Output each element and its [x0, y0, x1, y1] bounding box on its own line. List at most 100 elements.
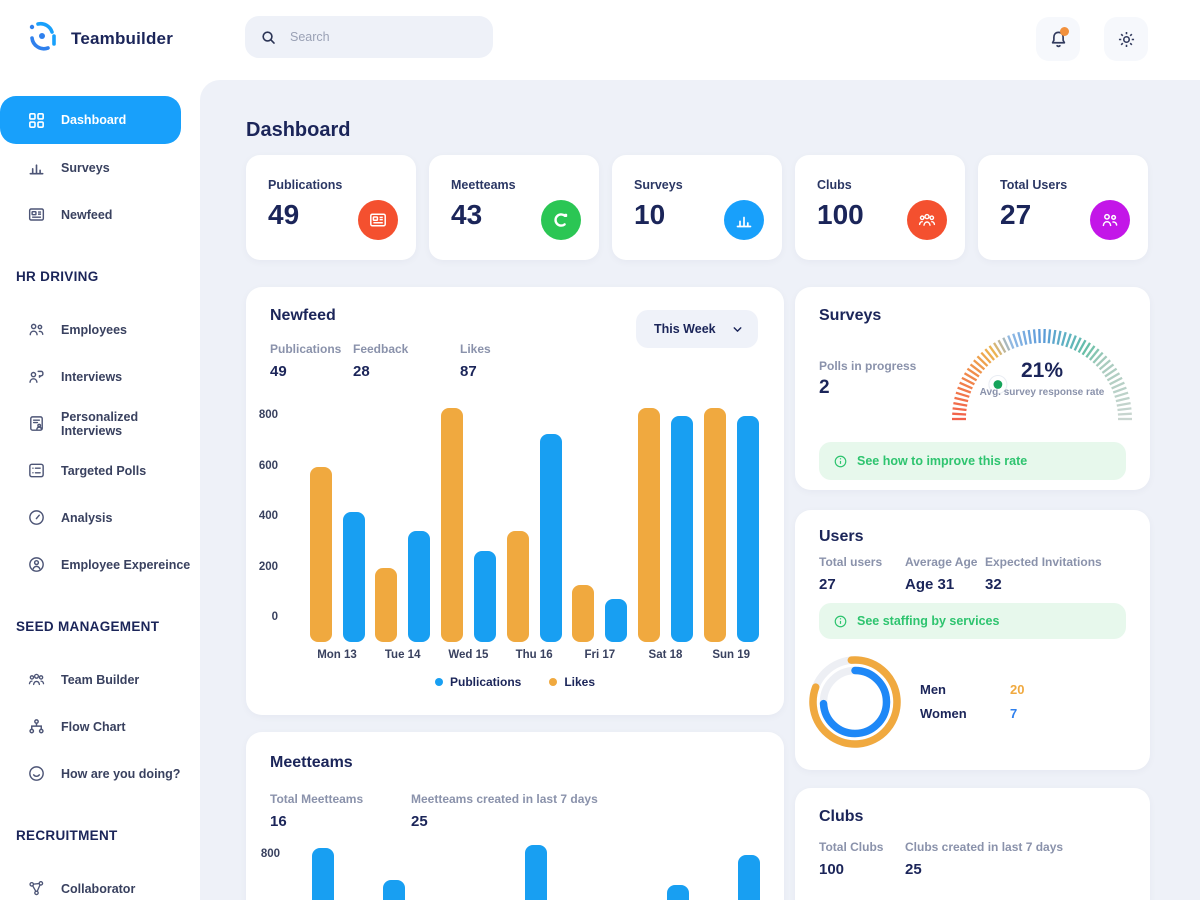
bar-publications-mon-13: [342, 511, 365, 642]
bar-likes-tue-14: [375, 567, 398, 642]
bar-chart-icon: [724, 200, 764, 240]
y-axis-label: 0: [271, 611, 278, 623]
surveys-card-title: Surveys: [819, 307, 882, 324]
meetteams-card-title: Meetteams: [270, 754, 353, 771]
mini-stat-label: Meetteams created in last 7 days: [411, 792, 598, 806]
person-circle-icon: [27, 555, 46, 574]
mini-stat: Meetteams created in last 7 days 25: [411, 792, 598, 830]
meetteams-stats: Total Meetteams 16 Meetteams created in la…: [270, 792, 598, 830]
mini-stat: Total users 27: [819, 555, 905, 593]
stat-card-label: Total Users: [1000, 178, 1068, 192]
mini-stat-value: 100: [819, 861, 845, 878]
users-card-title: Users: [819, 528, 864, 545]
sidebar-item-interviews[interactable]: Interviews: [0, 353, 200, 400]
mini-stat-value: 25: [905, 861, 922, 878]
polls-in-progress-label: Polls in progress: [819, 359, 917, 373]
gauge-caption: Avg. survey response rate: [979, 387, 1105, 398]
clubs-card: Clubs Total Clubs 100 Clubs created in las…: [795, 788, 1150, 900]
week-filter-dropdown[interactable]: This Week: [636, 310, 758, 348]
search-input[interactable]: [288, 29, 458, 45]
legend-label: Likes: [564, 675, 596, 689]
sidebar-item-label: Dashboard: [61, 113, 127, 127]
dashboard-icon: [27, 111, 46, 130]
gauge-icon: [27, 508, 46, 527]
stat-card-surveys[interactable]: Surveys 10: [612, 155, 782, 260]
sidebar-section-header: HR DRIVING: [16, 268, 99, 284]
notifications-button[interactable]: [1036, 17, 1080, 61]
bar-publications-thu-16: [539, 433, 562, 642]
bar-likes-mon-13: [309, 466, 332, 642]
surveys-card: Surveys Polls in progress 2 21% Avg. sur…: [795, 287, 1150, 490]
bar-chart-icon: [27, 158, 46, 177]
topbar: Teambuilder: [0, 0, 1200, 80]
stat-card-publications[interactable]: Publications 49: [246, 155, 416, 260]
clubs-bar-chart: 50: [795, 788, 1150, 900]
clubs-stats: Total Clubs 100 Clubs created in last 7 da…: [819, 840, 1063, 878]
person-chat-icon: [27, 367, 46, 386]
staffing-banner[interactable]: See staffing by services: [819, 603, 1126, 639]
gauge-value: 21%: [1020, 359, 1064, 382]
gender-legend-label: Women: [920, 706, 967, 721]
sidebar: Dashboard Surveys Newfeed HR DRIVING Employe…: [0, 80, 200, 900]
bar-publications-sat-18: [671, 416, 693, 642]
mini-stat-label: Total Clubs: [819, 840, 884, 854]
info-icon: [834, 455, 847, 467]
sidebar-item-team-builder[interactable]: Team Builder: [0, 656, 200, 703]
x-axis-label: Sat 18: [648, 649, 683, 661]
mini-stat-value: 28: [353, 363, 370, 380]
sidebar-item-label: Analysis: [61, 510, 113, 525]
settings-button[interactable]: [1104, 17, 1148, 61]
meetteams-bar-chart: 800: [246, 732, 784, 900]
search-bar[interactable]: [245, 16, 493, 58]
survey-response-gauge: [942, 323, 1142, 427]
gender-legend-row: Women 7: [920, 706, 1017, 721]
chart-legend: Publications Likes: [246, 675, 784, 689]
mini-stat: Likes 87: [460, 342, 491, 380]
mini-stat-label: Average Age: [905, 555, 978, 569]
legend-item: Likes: [549, 675, 595, 689]
bar-meetteams-1: [383, 880, 405, 900]
stat-card-total-users[interactable]: Total Users 27: [978, 155, 1148, 260]
bar-meetteams-5: [667, 885, 689, 900]
sidebar-item-label: Personalized Interviews: [61, 409, 139, 438]
sidebar-item-analysis[interactable]: Analysis: [0, 494, 200, 541]
bar-likes-sat-18: [638, 408, 660, 642]
clubs-card-title: Clubs: [819, 808, 864, 825]
sidebar-item-surveys[interactable]: Surveys: [0, 144, 200, 191]
people-icon: [27, 320, 46, 339]
page-title: Dashboard: [246, 119, 351, 142]
legend-item: Publications: [434, 675, 521, 689]
sidebar-item-dashboard[interactable]: Dashboard: [0, 96, 181, 144]
people-group-icon: [907, 200, 947, 240]
chevron-down-icon: [733, 326, 742, 332]
x-axis-label: Wed 15: [448, 649, 489, 661]
newfeed-bar-chart: 0 200 400 600 800 Mon 13 Tue 14 Wed 15 Thu 16 Fri…: [246, 397, 784, 707]
sidebar-item-label: Surveys: [61, 160, 110, 175]
stat-card-meetteams[interactable]: Meetteams 43: [429, 155, 599, 260]
sidebar-item-employees[interactable]: Employees: [0, 306, 200, 353]
mini-stat-value: 49: [270, 363, 287, 380]
stat-card-value: 100: [817, 199, 864, 230]
bar-publications-sun-19: [736, 416, 759, 642]
app-name: Teambuilder: [71, 28, 174, 48]
sidebar-item-label: How are you doing?: [61, 766, 181, 781]
bar-publications-wed-15: [473, 551, 496, 642]
improve-rate-banner-text: See how to improve this rate: [857, 454, 1028, 468]
mini-stat: Total Clubs 100: [819, 840, 905, 878]
sidebar-item-how-are-you-doing[interactable]: How are you doing?: [0, 750, 200, 797]
meetteams-card: Meetteams Total Meetteams 16 Meetteams cre…: [246, 732, 784, 900]
mini-stat-value: 87: [460, 363, 477, 380]
mini-stat-value: 32: [985, 576, 1002, 593]
sidebar-item-collaborator[interactable]: Collaborator: [0, 865, 200, 900]
app-logo[interactable]: Teambuilder: [26, 18, 173, 59]
improve-rate-banner[interactable]: See how to improve this rate: [819, 442, 1126, 480]
sidebar-item-personalized-interviews[interactable]: Personalized Interviews: [0, 400, 200, 447]
smiley-icon: [27, 764, 46, 783]
users-stats: Total users 27 Average Age Age 31 Expected I…: [819, 555, 1102, 593]
sidebar-item-newfeed[interactable]: Newfeed: [0, 191, 200, 238]
stat-card-clubs[interactable]: Clubs 100: [795, 155, 965, 260]
sidebar-item-label: Collaborator: [61, 881, 136, 896]
sidebar-item-targeted-polls[interactable]: Targeted Polls: [0, 447, 200, 494]
sidebar-item-employee-expereince[interactable]: Employee Expereince: [0, 541, 200, 588]
sidebar-item-flow-chart[interactable]: Flow Chart: [0, 703, 200, 750]
